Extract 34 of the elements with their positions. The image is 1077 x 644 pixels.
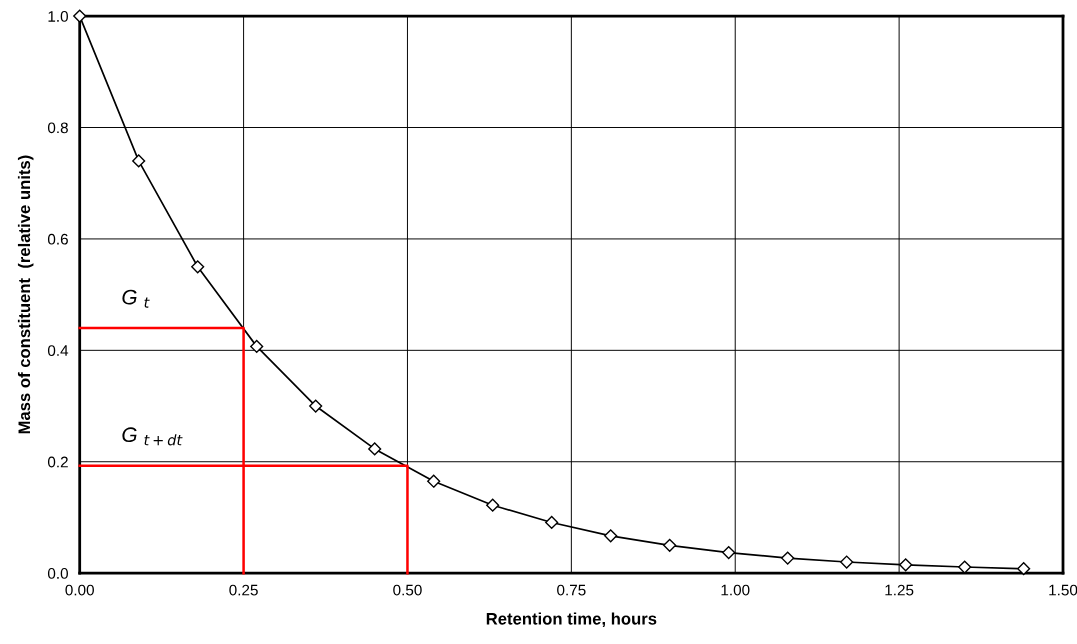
y-axis-title: Mass of constituent (relative units) xyxy=(17,155,34,434)
x-tick-label: 0.00 xyxy=(65,584,94,596)
point xyxy=(250,339,264,354)
point xyxy=(840,555,854,569)
point xyxy=(604,529,618,543)
point xyxy=(368,442,382,456)
y-tick-label: 0.4 xyxy=(47,345,69,357)
y-tick-label: 1.0 xyxy=(48,10,68,22)
y-tick-label: 0.6 xyxy=(47,233,68,245)
y-tick-label: 0.2 xyxy=(47,456,68,468)
x-tick-label: 1.25 xyxy=(885,584,914,596)
point xyxy=(427,474,441,488)
point xyxy=(781,551,795,565)
point xyxy=(132,154,146,168)
x-axis-title: Retention time, hours xyxy=(486,612,657,628)
annotation: G $_{t}$ xyxy=(122,289,150,308)
point xyxy=(722,545,736,560)
point xyxy=(191,260,205,274)
point xyxy=(958,560,972,574)
annotation: G $_{t+dt}$ xyxy=(122,427,183,446)
point xyxy=(309,399,323,413)
point xyxy=(73,9,87,23)
point xyxy=(486,498,500,512)
x-tick-label: 1.00 xyxy=(721,584,750,596)
point xyxy=(663,538,677,552)
point xyxy=(899,558,913,572)
y-tick-label: 0.8 xyxy=(47,122,68,134)
point xyxy=(545,515,559,530)
x-tick-label: 0.50 xyxy=(393,584,422,596)
x-tick-label: 0.75 xyxy=(557,584,586,596)
point xyxy=(1017,562,1031,576)
y-tick-label: 0.0 xyxy=(47,568,68,579)
x-tick-label: 1.50 xyxy=(1049,584,1077,596)
x-tick-label: 0.25 xyxy=(229,584,258,596)
